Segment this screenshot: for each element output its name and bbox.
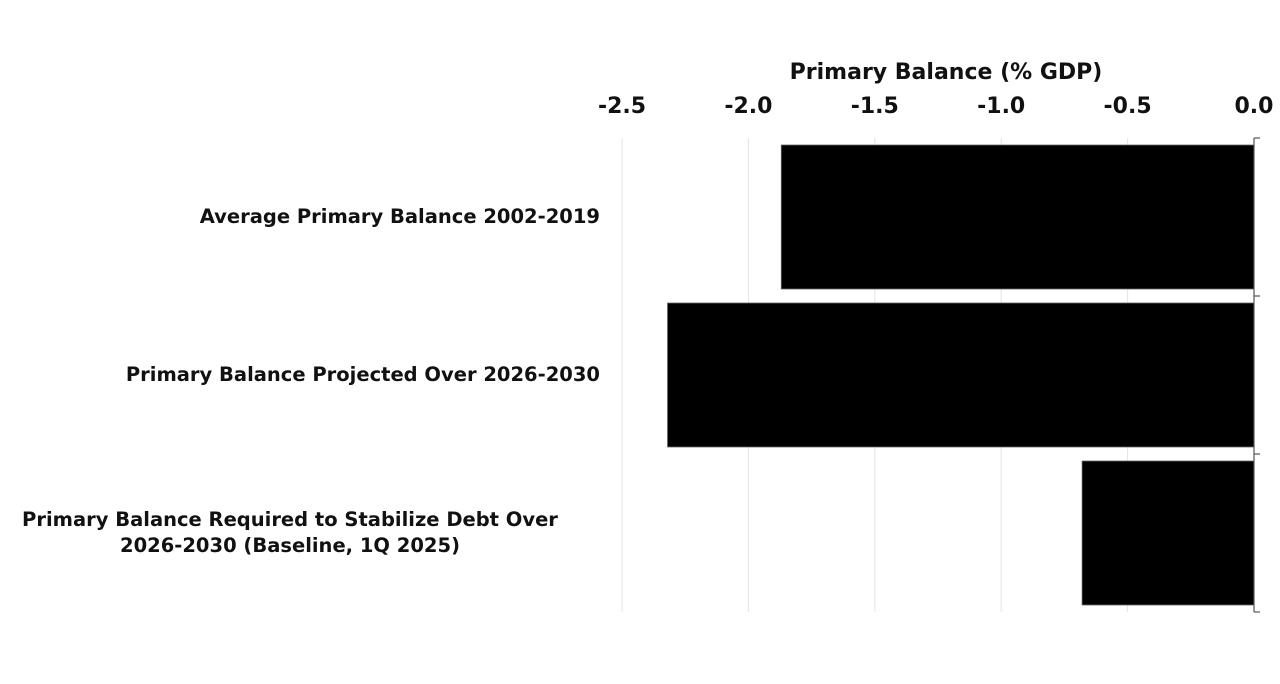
category-label-line: 2026-2030 (Baseline, 1Q 2025) bbox=[120, 534, 460, 557]
x-tick-label: -2.5 bbox=[598, 94, 646, 119]
bar bbox=[780, 144, 1255, 290]
category-label: Primary Balance Required to Stabilize De… bbox=[0, 507, 600, 559]
x-tick-label: -1.0 bbox=[977, 94, 1025, 119]
x-tick-label: -2.0 bbox=[724, 94, 772, 119]
x-tick-label: -0.5 bbox=[1104, 94, 1152, 119]
category-label: Primary Balance Projected Over 2026-2030 bbox=[0, 362, 600, 388]
bar bbox=[1081, 460, 1255, 606]
category-label-line: Average Primary Balance 2002-2019 bbox=[199, 205, 600, 228]
category-label: Average Primary Balance 2002-2019 bbox=[0, 204, 600, 230]
x-axis-title: Primary Balance (% GDP) bbox=[789, 60, 1103, 85]
x-tick-label: -1.5 bbox=[851, 94, 899, 119]
category-label-line: Primary Balance Required to Stabilize De… bbox=[22, 508, 558, 531]
bar bbox=[667, 302, 1255, 448]
category-label-line: Primary Balance Projected Over 2026-2030 bbox=[125, 363, 600, 386]
x-tick-label: 0.0 bbox=[1235, 94, 1274, 119]
